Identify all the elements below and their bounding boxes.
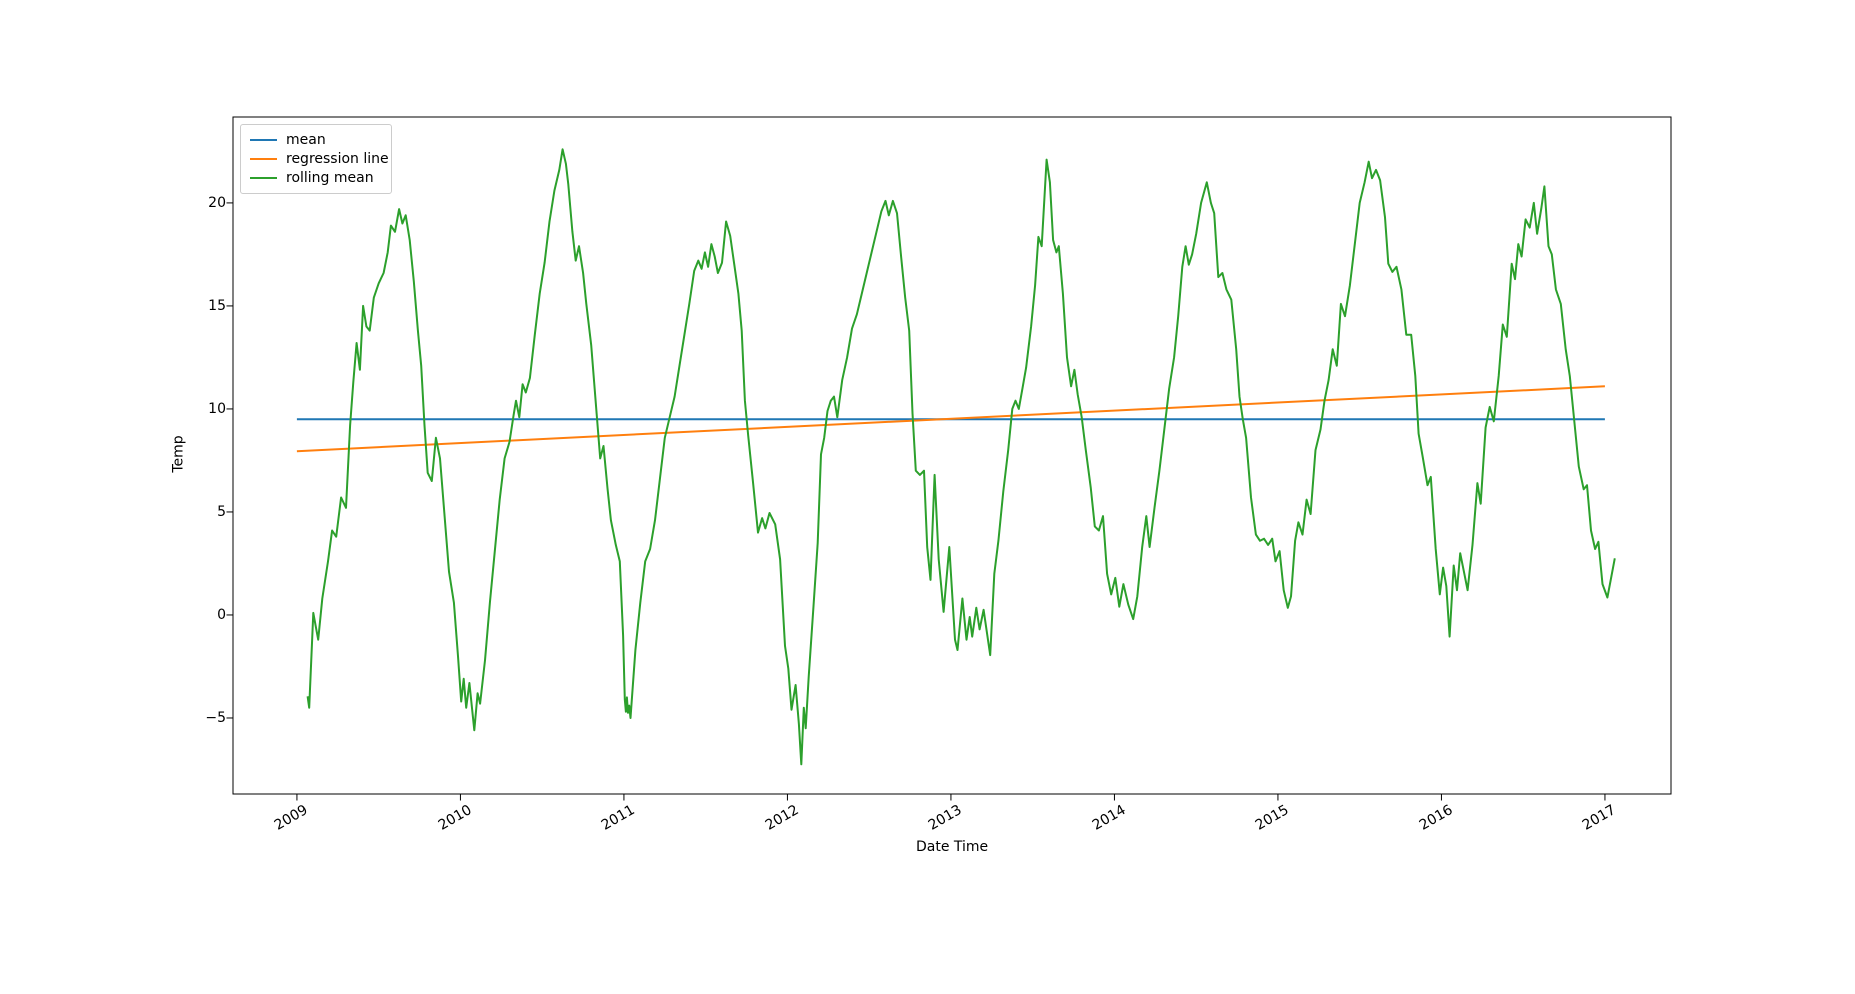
series-rolling-mean-line <box>306 148 1616 766</box>
y-axis-label: Temp <box>170 435 187 473</box>
legend-item: mean <box>250 130 381 149</box>
x-axis-label: Date Time <box>916 839 989 855</box>
legend-line-sample-regression-line <box>250 157 277 160</box>
axes-spines <box>232 116 1672 795</box>
y-tick-label: 20 <box>208 194 226 211</box>
y-tick-label: 15 <box>208 297 226 314</box>
series-regression-line-line <box>296 385 1605 453</box>
legend-line-sample-mean <box>250 138 277 141</box>
legend-label: regression line <box>286 150 389 167</box>
legend-item: regression line <box>250 149 389 168</box>
legend-label: mean <box>286 131 326 148</box>
legend-label: rolling mean <box>286 169 374 186</box>
legend: mean regression line rolling mean <box>240 124 392 194</box>
legend-line-sample-rolling-mean <box>250 176 277 179</box>
y-tick-label: −5 <box>205 709 226 726</box>
y-tick-label: 5 <box>217 503 226 520</box>
legend-item: rolling mean <box>250 168 381 187</box>
y-tick-label: 0 <box>217 606 226 623</box>
y-tick-label: 10 <box>208 400 226 417</box>
